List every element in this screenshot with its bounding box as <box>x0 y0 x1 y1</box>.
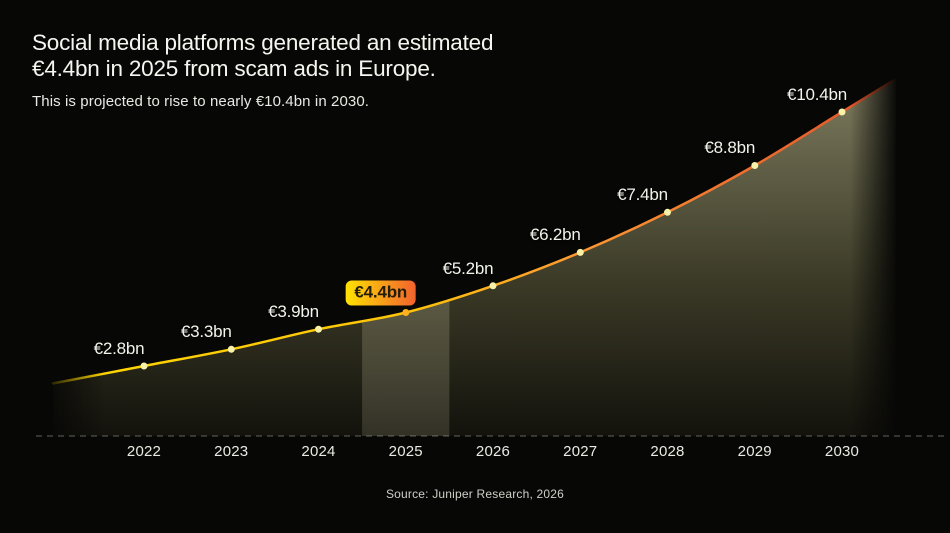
title-line-1: Social media platforms generated an esti… <box>32 30 494 55</box>
value-label: €10.4bn <box>786 85 848 104</box>
data-point-2028 <box>664 208 671 216</box>
value-label: €2.8bn <box>93 339 145 358</box>
value-label: €6.2bn <box>529 225 581 245</box>
data-point-2030 <box>838 108 846 116</box>
highlight-badge: €4.4bn <box>345 280 417 306</box>
value-label: €3.9bn <box>268 302 319 322</box>
x-tick-label-2029: 2029 <box>737 443 772 460</box>
x-tick-label-2026: 2026 <box>475 443 511 460</box>
x-tick-label-2022: 2022 <box>126 443 162 460</box>
value-label: €5.2bn <box>442 258 494 278</box>
data-point-2027 <box>576 248 584 256</box>
x-tick-label-2030: 2030 <box>824 443 860 460</box>
area-fill <box>53 78 896 437</box>
title-line-2: €4.4bn in 2025 from scam ads in Europe. <box>32 56 436 81</box>
x-tick-label-2028: 2028 <box>650 443 685 460</box>
value-label: €7.4bn <box>617 185 668 205</box>
page-subtitle: This is projected to rise to nearly €10.… <box>32 93 370 110</box>
data-point-2025 <box>402 309 410 316</box>
highlight-band-2025 <box>362 78 450 436</box>
value-label: €3.3bn <box>180 322 232 342</box>
data-point-2022 <box>140 362 148 370</box>
x-tick-label-2027: 2027 <box>563 443 598 460</box>
source-note: Source: Juniper Research, 2026 <box>385 487 565 501</box>
data-point-2026 <box>489 282 497 290</box>
data-point-2023 <box>227 345 235 353</box>
x-tick-label-2024: 2024 <box>301 443 336 460</box>
data-point-2024 <box>315 325 322 333</box>
page-title: Social media platforms generated an esti… <box>32 30 493 82</box>
data-point-2029 <box>751 162 759 169</box>
value-label: €8.8bn <box>704 138 756 158</box>
x-tick-label-2023: 2023 <box>214 443 249 460</box>
x-tick-label-2025: 2025 <box>388 443 423 460</box>
data-points <box>140 108 846 370</box>
